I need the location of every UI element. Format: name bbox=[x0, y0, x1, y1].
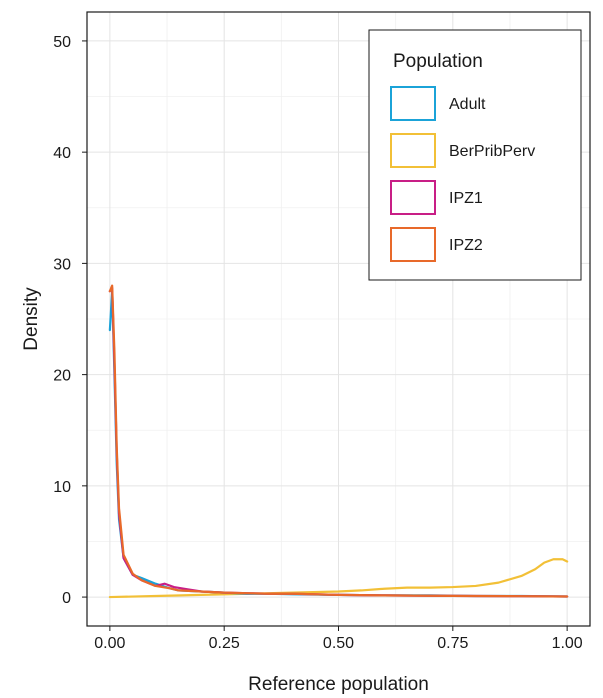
legend-key-ipz1 bbox=[390, 180, 436, 215]
y-axis-ticks: 0 10 20 30 40 50 bbox=[53, 34, 87, 607]
x-tick-label: 0.50 bbox=[323, 635, 354, 652]
legend-label: Adult bbox=[449, 96, 486, 113]
y-tick-label: 50 bbox=[53, 34, 71, 51]
legend-key-berpribperv bbox=[390, 133, 436, 168]
y-tick-label: 30 bbox=[53, 256, 71, 273]
series-line-ipz2 bbox=[108, 284, 569, 598]
legend-key-ipz2 bbox=[390, 227, 436, 262]
x-tick-label: 1.00 bbox=[552, 635, 583, 652]
legend-label: BerPribPerv bbox=[449, 143, 535, 160]
y-tick-label: 40 bbox=[53, 145, 71, 162]
major-grid bbox=[87, 12, 590, 626]
legend-key-adult bbox=[390, 86, 436, 121]
series-lines bbox=[108, 284, 569, 599]
y-tick-label: 20 bbox=[53, 368, 71, 385]
legend-label: IPZ2 bbox=[449, 237, 483, 254]
legend: Population Adult BerPribPerv IPZ1 IPZ2 bbox=[368, 29, 582, 281]
x-axis-title: Reference population bbox=[248, 674, 429, 695]
legend-items: Adult BerPribPerv IPZ1 IPZ2 bbox=[390, 86, 535, 262]
x-axis-ticks: 0.00 0.25 0.50 0.75 1.00 bbox=[94, 626, 583, 652]
x-tick-label: 0.25 bbox=[209, 635, 240, 652]
x-tick-label: 0.75 bbox=[437, 635, 468, 652]
y-axis-title: Density bbox=[21, 287, 42, 351]
y-tick-label: 0 bbox=[62, 590, 71, 607]
x-tick-label: 0.00 bbox=[94, 635, 125, 652]
y-tick-label: 10 bbox=[53, 479, 71, 496]
legend-label: IPZ1 bbox=[449, 190, 483, 207]
legend-title: Population bbox=[393, 51, 483, 72]
